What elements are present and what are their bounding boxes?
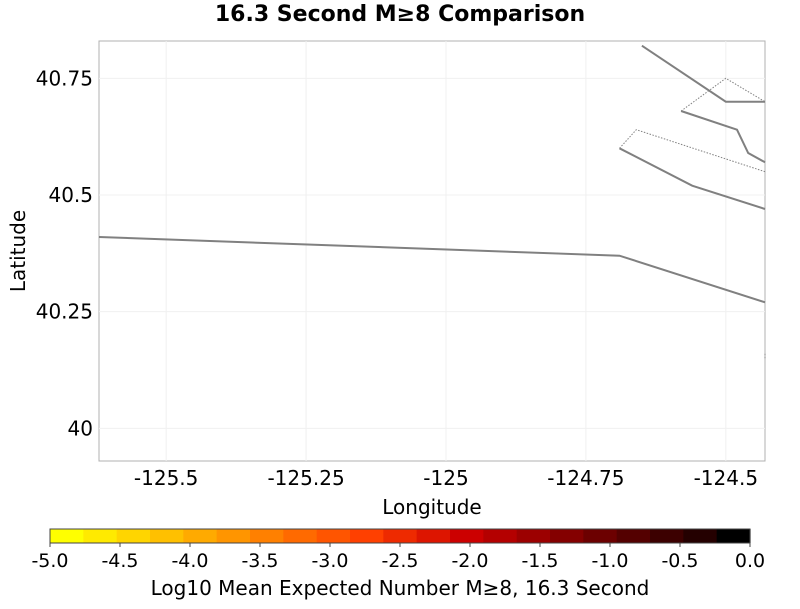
colorbar-swatch — [583, 529, 618, 543]
x-axis-label: Longitude — [382, 495, 481, 519]
colorbar-tick-label: 0.0 — [735, 550, 765, 572]
chart-title: 16.3 Second M≥8 Comparison — [214, 2, 586, 27]
fault-trace — [641, 44, 765, 103]
colorbar-swatch — [483, 529, 518, 543]
fault-trace — [619, 147, 766, 210]
colorbar-swatch — [150, 529, 184, 543]
colorbar-tick-label: -3.0 — [311, 550, 348, 572]
colorbar-tick-label: -0.5 — [661, 550, 698, 572]
fault-outline — [680, 77, 766, 112]
colorbar-swatch — [550, 529, 584, 543]
colorbar-swatch — [716, 529, 751, 543]
colorbar-swatch — [116, 529, 151, 543]
y-tick-label: 40 — [68, 416, 93, 440]
y-tick-label: 40.5 — [48, 183, 93, 207]
colorbar-tick-label: -1.5 — [521, 550, 558, 572]
colorbar-swatch — [183, 529, 218, 543]
colorbar-swatch — [250, 529, 284, 543]
colorbar-tick-label: -4.0 — [171, 550, 208, 572]
colorbar-swatch — [216, 529, 251, 543]
colorbar-tick-label: -3.5 — [241, 550, 278, 572]
y-axis-ticks: 40.75 40.5 40.25 40 — [36, 66, 93, 440]
x-tick-label: -124.5 — [694, 466, 758, 490]
gridlines — [99, 41, 765, 461]
colorbar-swatch — [83, 529, 118, 543]
colorbar-swatch — [683, 529, 718, 543]
colorbar-swatch — [316, 529, 351, 543]
colorbar: -5.0 -4.5 -4.0 -3.5 -3.0 -2.5 -2.0 -1.5 -1.0 -0.5… — [31, 528, 765, 572]
x-axis-ticks: -125.5 -125.25 -125 -124.75 -124.5 — [134, 466, 758, 490]
fault-trace — [98, 236, 766, 304]
x-tick-label: -125.5 — [134, 466, 198, 490]
colorbar-tick-label: -4.5 — [101, 550, 138, 572]
x-tick-label: -124.75 — [547, 466, 624, 490]
y-axis-label: Latitude — [6, 210, 30, 292]
colorbar-tick-label: -1.0 — [591, 550, 628, 572]
colorbar-swatch — [350, 529, 384, 543]
y-tick-label: 40.25 — [36, 300, 93, 324]
colorbar-swatch — [283, 529, 318, 543]
colorbar-swatch — [516, 529, 551, 543]
colorbar-swatch — [383, 529, 418, 543]
plot-area — [98, 40, 766, 462]
colorbar-swatch — [616, 529, 651, 543]
colorbar-tick-label: -2.5 — [381, 550, 418, 572]
x-tick-label: -125 — [423, 466, 468, 490]
colorbar-tick-label: -2.0 — [451, 550, 488, 572]
colorbar-swatch — [416, 529, 451, 543]
colorbar-tick-label: -5.0 — [31, 550, 68, 572]
colorbar-swatch — [450, 529, 484, 543]
y-tick-label: 40.75 — [36, 66, 93, 90]
colorbar-swatch — [650, 529, 684, 543]
colorbar-swatch — [50, 529, 84, 543]
x-tick-label: -125.25 — [267, 466, 344, 490]
fault-lines — [98, 44, 766, 359]
fault-trace — [680, 110, 766, 164]
fault-outline — [619, 129, 766, 173]
colorbar-label: Log10 Mean Expected Number M≥8, 16.3 Sec… — [151, 576, 650, 600]
